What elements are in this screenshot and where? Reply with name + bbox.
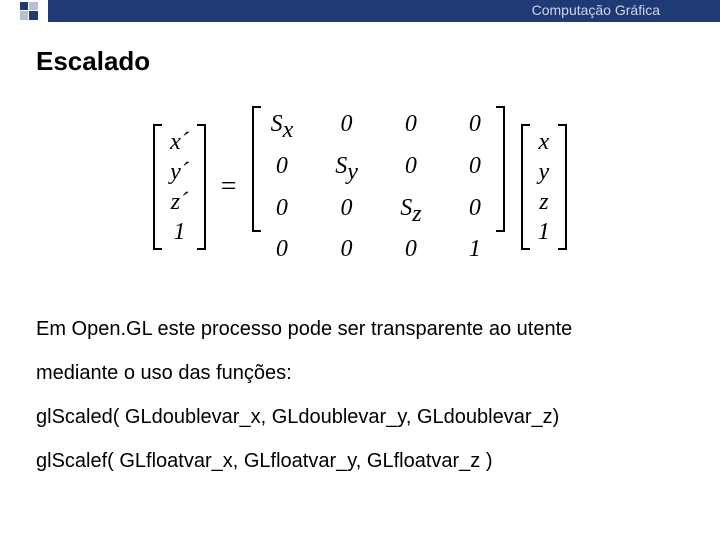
m31: 0 [335,234,358,264]
slide-title: Escalado [36,46,720,77]
m02: 0 [400,109,422,145]
rhs-2: z [538,187,550,217]
left-bracket-icon [520,123,532,251]
lhs-3: 1 [170,217,189,247]
m20: 0 [271,193,294,229]
right-bracket-icon [556,123,568,251]
left-bracket-icon [152,123,164,251]
m12: 0 [400,151,422,187]
scale-matrix: Sx 0 0 0 0 Sy 0 0 0 0 Sz 0 0 0 0 1 [251,105,506,268]
equals-sign: = [221,171,237,203]
lhs-0: x´ [170,127,189,157]
rhs-1: y [538,157,550,187]
m10: 0 [271,151,294,187]
rhs-0: x [538,127,550,157]
right-bracket-icon [195,123,207,251]
m32: 0 [400,234,422,264]
body-line-3: glScalef( GLfloatvar_x, GLfloatvar_y, GL… [36,440,684,482]
m03: 0 [464,109,486,145]
header-bar: Computação Gráfica [0,0,720,22]
m00: Sx [271,109,294,145]
m01: 0 [335,109,358,145]
rhs-vector: x y z 1 [520,123,568,251]
body-line-0: Em Open.GL este processo pode ser transp… [36,308,684,350]
rhs-3: 1 [538,217,550,247]
m21: 0 [335,193,358,229]
lhs-2: z´ [170,187,189,217]
body-text: Em Open.GL este processo pode ser transp… [36,308,684,482]
lhs-1: y´ [170,157,189,187]
scaling-equation: x´ y´ z´ 1 = Sx 0 0 0 0 Sy 0 0 [0,105,720,268]
lhs-vector: x´ y´ z´ 1 [152,123,207,251]
body-line-2: glScaled( GLdoublevar_x, GLdoublevar_y, … [36,396,684,438]
body-line-1: mediante o uso das funções: [36,352,684,394]
left-bracket-icon [251,105,263,268]
m33: 1 [464,234,486,264]
m13: 0 [464,151,486,187]
header-accent-icon [20,2,42,20]
m22: Sz [400,193,422,229]
header-title: Computação Gráfica [532,2,660,18]
m11: Sy [335,151,358,187]
m30: 0 [271,234,294,264]
m23: 0 [464,193,486,229]
right-bracket-icon [494,105,506,268]
